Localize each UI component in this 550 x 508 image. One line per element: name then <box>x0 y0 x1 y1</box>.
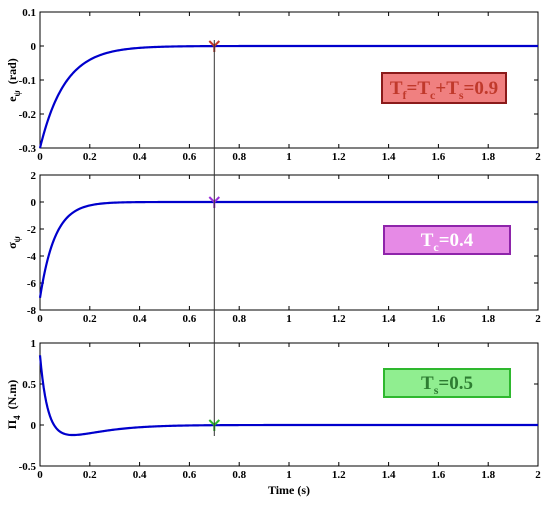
subplot-2: 0 0.2 0.4 0.6 0.8 1 1.2 1.4 1.6 1.8 2 2 0 -2 -4 -6 -8 σψ T… <box>5 170 541 325</box>
x-tick-label: 1 <box>286 313 292 325</box>
y-tick-label: -4 <box>27 251 37 263</box>
y-tick-label: 0 <box>31 197 37 209</box>
x-tick-label: 1 <box>286 151 292 163</box>
x-tick-label: 0.6 <box>183 469 197 481</box>
y-axis-label: Π4 (N.m) <box>5 380 22 430</box>
annotation-text: Tc=0.4 <box>421 230 474 254</box>
x-tick-label: 0.6 <box>183 151 197 163</box>
x-tick-label: 1.4 <box>382 469 396 481</box>
x-tick-label: 2 <box>535 469 541 481</box>
x-tick-label: 0.8 <box>232 469 246 481</box>
subplot-1: 0 0.2 0.4 0.6 0.8 1 1.2 1.4 1.6 1.8 2 0.1 0 -0.1 -0.2 -… <box>5 7 541 163</box>
x-tick-label: 1.6 <box>432 469 446 481</box>
x-axis-label: Time (s) <box>268 483 310 497</box>
x-tick-label: 1.6 <box>432 313 446 325</box>
annotation-text: Ts=0.5 <box>421 373 473 397</box>
x-tick-label: 0.8 <box>232 313 246 325</box>
series-line <box>38 44 538 149</box>
x-tick-label: 0 <box>37 313 43 325</box>
annotation-box: Tc=0.4 <box>383 225 511 255</box>
y-tick-label: -0.2 <box>19 109 37 121</box>
y-axis-label: σψ <box>5 235 22 249</box>
x-tick-label: 1.2 <box>332 469 346 481</box>
series-line <box>38 355 538 437</box>
x-tick-label: 0.4 <box>133 151 147 163</box>
subplot-3: 0 0.2 0.4 0.6 0.8 1 1.2 1.4 1.6 1.8 210.50-0.5Π4 (… <box>5 338 541 497</box>
x-tick-label: 0.4 <box>133 313 147 325</box>
x-tick-label: 1.8 <box>481 151 495 163</box>
y-tick-label: -0.5 <box>19 461 37 473</box>
y-tick-label: -2 <box>27 224 37 236</box>
x-tick-label: 0.2 <box>83 151 97 163</box>
y-tick-label: 1 <box>31 338 37 350</box>
annotation-text: Tf=Tc+Ts=0.9 <box>390 78 498 102</box>
y-axis-label: eψ (rad) <box>5 58 22 102</box>
x-tick-label: 1.4 <box>382 313 396 325</box>
x-tick-label: 1.8 <box>481 313 495 325</box>
y-tick-label: -8 <box>27 305 37 317</box>
annotation-box: Ts=0.5 <box>383 368 511 398</box>
x-tick-label: 2 <box>535 313 541 325</box>
x-tick-label: 0 <box>37 151 43 163</box>
y-tick-label: -0.1 <box>19 75 36 87</box>
y-tick-label: 2 <box>31 170 37 182</box>
axes-frame <box>39 342 539 467</box>
x-tick-label: 2 <box>535 151 541 163</box>
y-tick-label: 0.1 <box>22 7 36 19</box>
x-tick-label: 0 <box>37 469 43 481</box>
x-tick-label: 1.2 <box>332 313 346 325</box>
series-line <box>38 200 538 299</box>
x-tick-label: 1 <box>286 469 292 481</box>
y-tick-label: 0 <box>31 41 37 53</box>
annotation-box: Tf=Tc+Ts=0.9 <box>381 72 507 104</box>
x-tick-label: 0.2 <box>83 313 97 325</box>
x-tick-label: 1.8 <box>481 469 495 481</box>
y-tick-label: -6 <box>27 278 37 290</box>
x-tick-label: 1.4 <box>382 151 396 163</box>
y-tick-label: 0.5 <box>22 379 36 391</box>
x-tick-label: 0.2 <box>83 469 97 481</box>
x-tick-label: 0.6 <box>183 313 197 325</box>
x-tick-label: 0.8 <box>232 151 246 163</box>
y-tick-label: -0.3 <box>19 143 37 155</box>
x-tick-label: 1.2 <box>332 151 346 163</box>
x-tick-label: 0.4 <box>133 469 147 481</box>
y-tick-label: 0 <box>31 420 37 432</box>
x-tick-label: 1.6 <box>432 151 446 163</box>
